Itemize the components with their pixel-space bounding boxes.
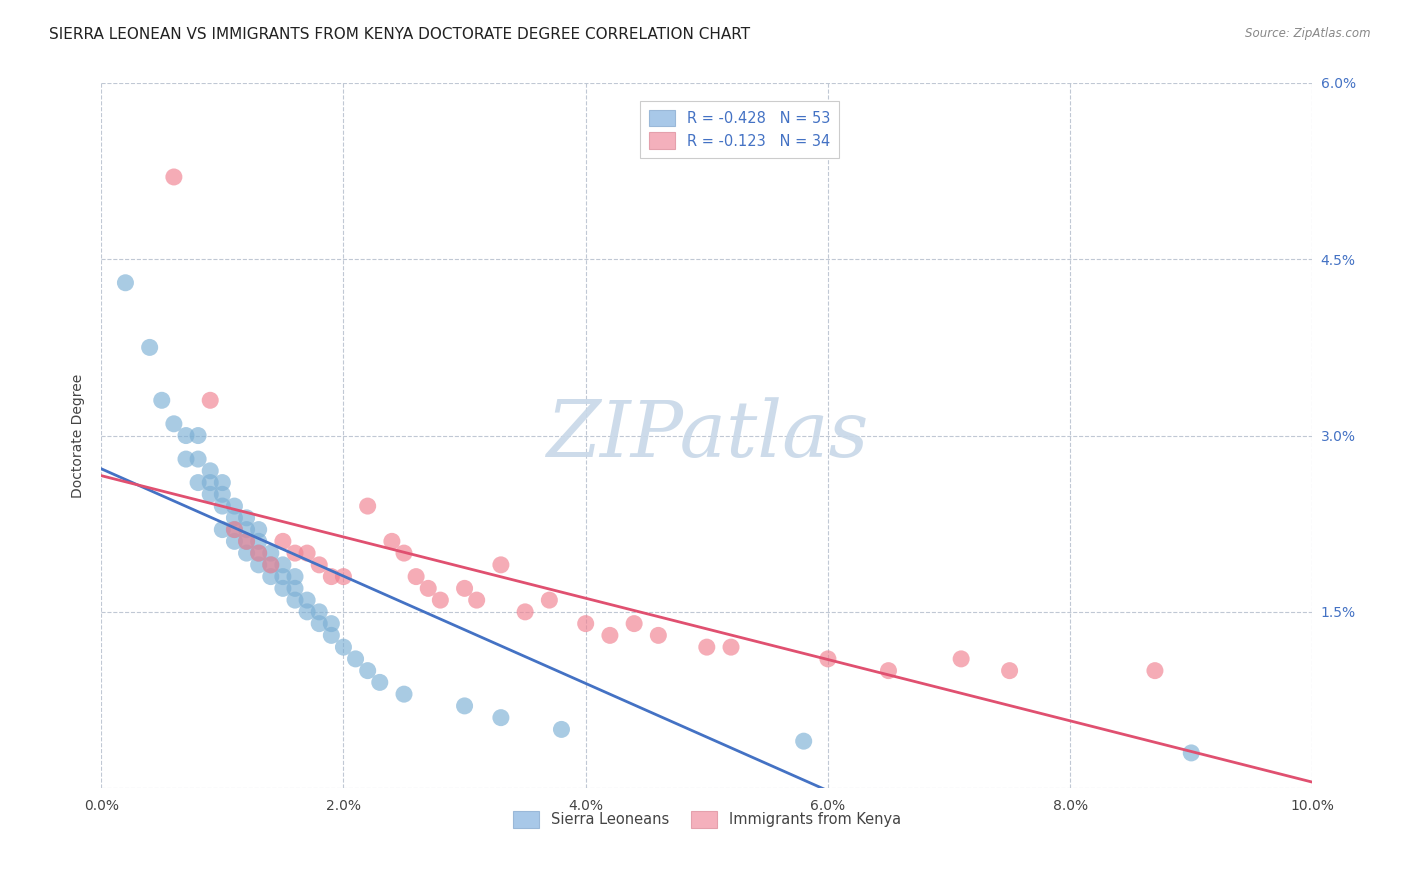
Point (174, 428, 197, 442)
Point (357, 664, 380, 678)
Point (418, 582, 440, 596)
Point (453, 698, 475, 713)
Point (1180, 746, 1202, 760)
Point (321, 569, 343, 583)
Point (575, 616, 598, 631)
Point (817, 652, 839, 666)
Point (224, 534, 246, 549)
Point (453, 582, 475, 596)
Point (332, 640, 354, 654)
Point (623, 616, 645, 631)
Point (950, 652, 973, 666)
Point (235, 511, 257, 525)
Point (429, 593, 451, 607)
Point (793, 734, 815, 748)
Point (284, 593, 307, 607)
Point (1143, 664, 1166, 678)
Point (344, 652, 367, 666)
Point (174, 452, 197, 467)
Point (114, 276, 136, 290)
Point (998, 664, 1021, 678)
Point (235, 534, 257, 549)
Point (321, 616, 343, 631)
Text: SIERRA LEONEAN VS IMMIGRANTS FROM KENYA DOCTORATE DEGREE CORRELATION CHART: SIERRA LEONEAN VS IMMIGRANTS FROM KENYA … (49, 27, 751, 42)
Text: Source: ZipAtlas.com: Source: ZipAtlas.com (1246, 27, 1371, 40)
Point (187, 475, 209, 490)
Point (235, 546, 257, 560)
Point (211, 523, 233, 537)
Point (357, 499, 380, 513)
Point (321, 628, 343, 642)
Point (392, 687, 415, 701)
Point (247, 534, 270, 549)
Point (489, 711, 512, 725)
Point (211, 475, 233, 490)
Point (271, 534, 294, 549)
Point (224, 523, 246, 537)
Point (200, 487, 222, 501)
Legend: Sierra Leoneans, Immigrants from Kenya: Sierra Leoneans, Immigrants from Kenya (508, 805, 907, 834)
Point (392, 546, 415, 560)
Point (138, 340, 160, 354)
Point (308, 558, 330, 572)
Point (332, 569, 354, 583)
Point (696, 640, 718, 654)
Point (163, 169, 186, 184)
Point (200, 464, 222, 478)
Point (295, 593, 318, 607)
Point (211, 487, 233, 501)
Point (211, 499, 233, 513)
Point (260, 546, 283, 560)
Point (271, 558, 294, 572)
Point (163, 417, 186, 431)
Point (720, 640, 742, 654)
Point (260, 569, 283, 583)
Point (405, 569, 427, 583)
Point (187, 428, 209, 442)
Point (200, 475, 222, 490)
Point (284, 546, 307, 560)
Point (308, 605, 330, 619)
Point (200, 393, 222, 408)
Point (877, 664, 900, 678)
Point (489, 558, 512, 572)
Point (271, 582, 294, 596)
Point (271, 569, 294, 583)
Point (647, 628, 669, 642)
Point (247, 546, 270, 560)
Point (295, 605, 318, 619)
Point (381, 534, 404, 549)
Point (550, 723, 572, 737)
Y-axis label: Doctorate Degree: Doctorate Degree (72, 374, 86, 498)
Point (235, 534, 257, 549)
Point (284, 569, 307, 583)
Point (599, 628, 621, 642)
Point (224, 511, 246, 525)
Point (247, 546, 270, 560)
Text: ZIPatlas: ZIPatlas (546, 398, 868, 474)
Point (260, 558, 283, 572)
Point (538, 593, 561, 607)
Point (247, 523, 270, 537)
Point (187, 452, 209, 467)
Point (295, 546, 318, 560)
Point (308, 616, 330, 631)
Point (465, 593, 488, 607)
Point (513, 605, 536, 619)
Point (247, 558, 270, 572)
Point (150, 393, 173, 408)
Point (284, 582, 307, 596)
Point (368, 675, 391, 690)
Point (260, 558, 283, 572)
Point (224, 523, 246, 537)
Point (235, 523, 257, 537)
Point (224, 499, 246, 513)
